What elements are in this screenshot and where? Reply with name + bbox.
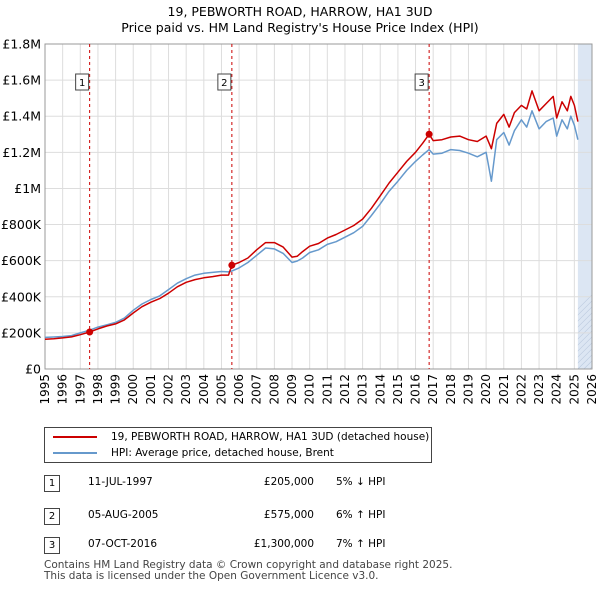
x-tick-label: 2015 xyxy=(391,374,405,405)
chart-title: 19, PEBWORTH ROAD, HARROW, HA1 3UD xyxy=(167,4,433,19)
x-tick-label: 2006 xyxy=(232,374,246,405)
hpi-line xyxy=(44,110,579,339)
x-tick-label: 2019 xyxy=(461,374,475,405)
legend-item-hpi: HPI: Average price, detached house, Bren… xyxy=(53,446,334,460)
sale-marker-box xyxy=(75,73,90,91)
x-tick-label: 2007 xyxy=(250,374,264,405)
plot-background xyxy=(45,44,592,369)
sale-hpi-diff: 5% ↓ HPI xyxy=(336,476,386,488)
x-tick-label: 2003 xyxy=(179,374,193,405)
y-tick-label: £1.4M xyxy=(2,109,41,124)
x-tick-label: 2022 xyxy=(514,374,528,405)
x-tick-label: 2014 xyxy=(373,374,387,405)
footer-licence: This data is licensed under the Open Gov… xyxy=(44,570,379,582)
y-tick-label: £600K xyxy=(1,253,42,268)
sale-point xyxy=(228,261,236,269)
legend-hpi-swatch xyxy=(53,452,97,454)
hatch-line xyxy=(577,300,592,316)
sale-date: 11-JUL-1997 xyxy=(88,476,153,488)
sale-date: 07-OCT-2016 xyxy=(88,538,157,550)
x-tick-label: 2011 xyxy=(320,374,334,405)
x-tick-label: 2016 xyxy=(409,374,423,405)
x-tick-label: 1996 xyxy=(56,374,70,405)
x-tick-label: 2000 xyxy=(126,374,140,405)
x-tick-label: 2018 xyxy=(444,374,458,405)
hatch-line xyxy=(596,44,600,369)
chart-svg: £0 £200K £400K £600K £800K £1M £1.2M £1.4M £1.6M… xyxy=(1,37,600,405)
sale-marker-label: 1 xyxy=(79,78,85,89)
y-tick-label: £800K xyxy=(1,217,42,232)
sale-point xyxy=(86,328,94,336)
sale-row: 1 11-JUL-1997 £205,000 5% ↓ HPI xyxy=(44,472,444,494)
y-tick-label: £0 xyxy=(25,362,41,377)
x-tick-label: 2026 xyxy=(585,374,599,405)
x-tick-label: 2017 xyxy=(426,374,440,405)
footer: Contains HM Land Registry data © Crown c… xyxy=(44,560,452,582)
sale-row: 2 05-AUG-2005 £575,000 6% ↑ HPI xyxy=(44,505,444,527)
x-tick-label: 2020 xyxy=(479,374,493,405)
sale-point xyxy=(425,130,433,138)
y-tick-label: £1.6M xyxy=(2,73,41,88)
x-tick-label: 2025 xyxy=(567,374,581,405)
sale-marker-box xyxy=(217,73,232,91)
x-tick-label: 2023 xyxy=(532,374,546,405)
y-tick-label: £1.2M xyxy=(2,145,41,160)
y-tick-label: £1M xyxy=(14,181,41,196)
hatch-line xyxy=(577,312,592,328)
x-tick-label: 2001 xyxy=(144,374,158,405)
footer-copyright: Contains HM Land Registry data © Crown c… xyxy=(44,559,453,571)
y-tick-label: £1.8M xyxy=(2,37,41,52)
y-tick-label: £400K xyxy=(1,289,42,304)
x-tick-label: 2024 xyxy=(550,374,564,405)
sale-hpi-diff: 6% ↑ HPI xyxy=(336,509,386,521)
sale-marker-box xyxy=(414,73,429,91)
x-tick-label: 2013 xyxy=(356,374,370,405)
legend: 19, PEBWORTH ROAD, HARROW, HA1 3UD (deta… xyxy=(44,427,432,463)
sale-marker-label: 2 xyxy=(221,78,227,89)
x-tick-label: 2004 xyxy=(197,374,211,405)
x-tick-label: 2008 xyxy=(267,374,281,405)
x-tick-label: 2009 xyxy=(285,374,299,405)
sale-number-badge: 3 xyxy=(44,537,60,554)
sale-number-badge: 1 xyxy=(44,475,60,492)
sale-price: £205,000 xyxy=(263,476,314,488)
sale-price: £1,300,000 xyxy=(253,538,314,550)
legend-item-price: 19, PEBWORTH ROAD, HARROW, HA1 3UD (deta… xyxy=(53,430,429,444)
sale-marker-label: 3 xyxy=(418,78,424,89)
price-paid-line xyxy=(44,90,579,340)
chart-subtitle: Price paid vs. HM Land Registry's House … xyxy=(121,20,479,35)
x-tick-label: 1998 xyxy=(91,374,105,405)
hatch-line xyxy=(577,306,592,322)
x-tick-label: 2012 xyxy=(338,374,352,405)
plot-frame xyxy=(44,43,593,370)
legend-price-swatch xyxy=(53,436,97,438)
sale-date: 05-AUG-2005 xyxy=(88,509,159,521)
future-period-band xyxy=(577,44,592,369)
x-tick-label: 1999 xyxy=(109,374,123,405)
sale-row: 3 07-OCT-2016 £1,300,000 7% ↑ HPI xyxy=(44,534,444,556)
sale-price: £575,000 xyxy=(263,509,314,521)
x-tick-label: 1995 xyxy=(38,374,52,405)
x-tick-label: 2005 xyxy=(214,374,228,405)
sale-number-badge: 2 xyxy=(44,508,60,525)
legend-hpi-label: HPI: Average price, detached house, Bren… xyxy=(111,447,334,459)
x-tick-label: 2002 xyxy=(162,374,176,405)
y-tick-label: £200K xyxy=(1,325,42,340)
x-tick-label: 2010 xyxy=(303,374,317,405)
x-tick-label: 1997 xyxy=(73,374,87,405)
sale-hpi-diff: 7% ↑ HPI xyxy=(336,538,386,550)
x-tick-label: 2021 xyxy=(497,374,511,405)
future-band-hatch xyxy=(577,44,600,369)
legend-price-label: 19, PEBWORTH ROAD, HARROW, HA1 3UD (deta… xyxy=(111,431,430,443)
